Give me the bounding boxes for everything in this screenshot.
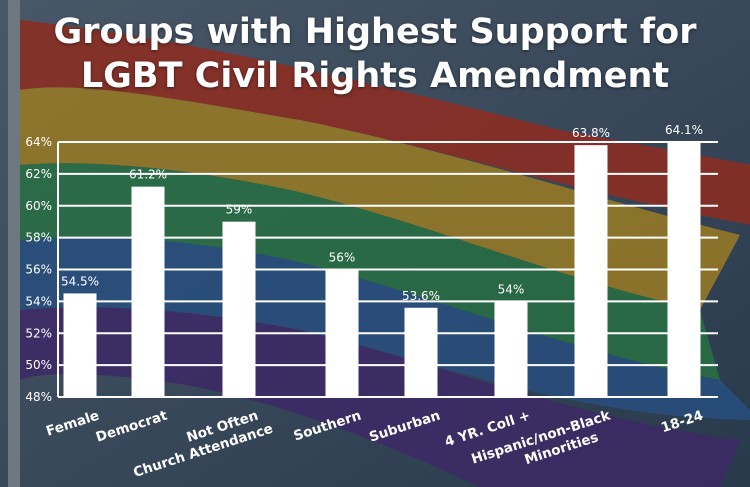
bar (63, 293, 97, 397)
category-label-line: 18-24 (659, 408, 705, 437)
bar (325, 269, 359, 397)
data-label: 56% (329, 251, 356, 265)
chart-title: Groups with Highest Support for LGBT Civ… (0, 10, 750, 98)
y-tick-label: 62% (25, 167, 52, 181)
bar (404, 307, 438, 397)
data-label: 54.5% (61, 274, 99, 288)
category-label: Southern (292, 408, 364, 445)
category-label: Democrat (94, 407, 170, 445)
y-tick-label: 56% (25, 263, 52, 277)
title-line-1: Groups with Highest Support for (53, 12, 697, 52)
y-tick-label: 48% (25, 390, 52, 404)
bar (222, 221, 256, 397)
category-label: 18-24 (659, 408, 705, 437)
y-tick-label: 54% (25, 294, 52, 308)
data-label: 64.1% (665, 123, 703, 137)
category-label-line: Southern (292, 408, 364, 445)
y-tick-label: 52% (25, 326, 52, 340)
bar (574, 145, 608, 397)
flagpole (8, 0, 20, 487)
data-label: 54% (498, 282, 525, 296)
bar (131, 186, 165, 397)
data-label: 53.6% (402, 289, 440, 303)
category-label-line: Suburban (367, 408, 442, 446)
category-label: Female (44, 408, 101, 440)
data-label: 59% (226, 203, 253, 217)
data-label: 61.2% (129, 168, 167, 182)
category-label-line: Democrat (94, 407, 170, 445)
y-tick-label: 64% (25, 135, 52, 149)
y-tick-label: 58% (25, 231, 52, 245)
category-label-line: Female (44, 408, 101, 440)
category-label: Suburban (367, 408, 442, 446)
data-label: 63.8% (572, 126, 610, 140)
bar (667, 142, 701, 397)
y-tick-label: 60% (25, 199, 52, 213)
y-tick-label: 50% (25, 358, 52, 372)
bar (494, 301, 528, 397)
title-line-2: LGBT Civil Rights Amendment (80, 56, 670, 96)
